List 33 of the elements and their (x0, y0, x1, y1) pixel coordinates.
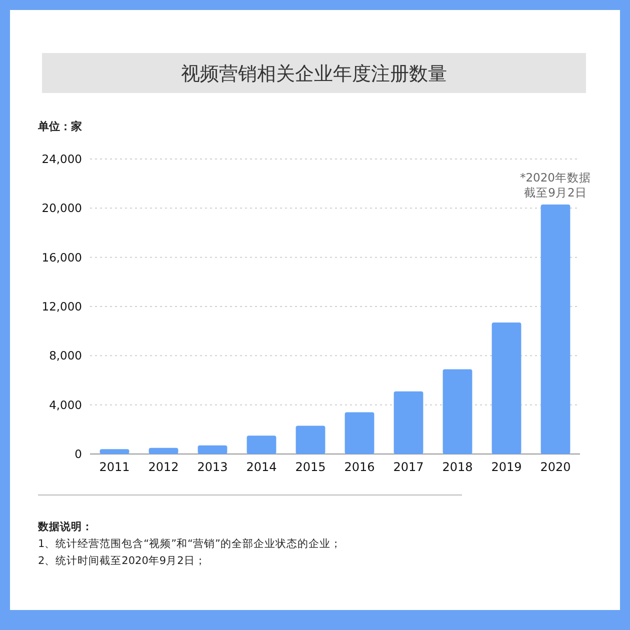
y-tick-label: 4,000 (49, 398, 82, 412)
y-tick-label: 20,000 (42, 201, 82, 216)
bar (492, 322, 522, 454)
bar (100, 449, 130, 454)
x-tick-label: 2019 (491, 460, 522, 474)
bar (246, 436, 276, 454)
x-tick-label: 2016 (344, 460, 375, 474)
chart-title: 视频营销相关企业年度注册数量 (181, 63, 447, 85)
bar (540, 204, 570, 454)
bar (148, 448, 178, 454)
annotation: *2020年数据截至9月2日 (520, 170, 592, 200)
x-tick-label: 2020 (540, 460, 571, 474)
bar (296, 426, 326, 454)
y-tick-label: 16,000 (42, 250, 82, 264)
bar (394, 391, 424, 454)
x-tick-label: 2018 (442, 460, 473, 474)
x-tick-label: 2013 (197, 460, 228, 474)
y-tick-label: 24,000 (42, 152, 82, 166)
x-tick-label: 2017 (393, 460, 424, 474)
y-axis-title: 单位：家 (37, 120, 82, 133)
text: 2、统计时间截至2020年9月2日； (38, 554, 206, 567)
bar (344, 412, 374, 454)
text: 数据说明： (37, 520, 93, 533)
x-tick-label: 2014 (246, 460, 277, 474)
y-tick-label: 0 (74, 447, 82, 461)
bar (442, 369, 472, 454)
x-tick-label: 2015 (295, 460, 326, 474)
y-tick-label: 8,000 (49, 348, 82, 363)
y-tick-label: 12,000 (42, 300, 82, 314)
x-tick-label: 2011 (99, 460, 130, 474)
bar (198, 445, 228, 454)
text: 1、统计经营范围包含“视频”和“营销”的全部企业状态的企业； (38, 537, 342, 550)
x-tick-label: 2012 (148, 460, 179, 474)
